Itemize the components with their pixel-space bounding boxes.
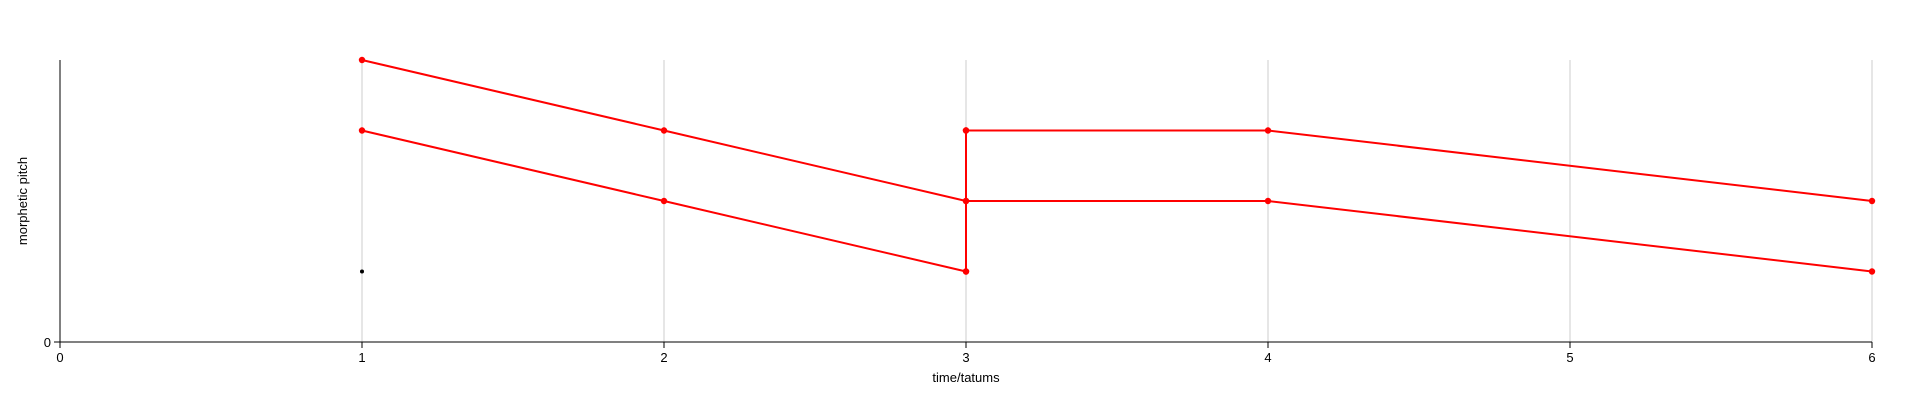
axis-ticks: 0 1 2 3 4 5 6 0 bbox=[44, 335, 1876, 365]
series-3-marker-1 bbox=[962, 268, 970, 275]
x-tick-label-0: 0 bbox=[56, 350, 63, 365]
series-layer bbox=[358, 56, 1876, 275]
series-1-marker-2 bbox=[660, 127, 668, 134]
series-4-marker-1 bbox=[962, 127, 970, 134]
x-tick-label-2: 2 bbox=[660, 350, 667, 365]
series-1-marker-1 bbox=[358, 56, 366, 64]
x-tick-label-4: 4 bbox=[1264, 350, 1271, 365]
y-tick-label-0: 0 bbox=[44, 335, 51, 350]
x-axis-label: time/tatums bbox=[932, 370, 1000, 385]
x-tick-label-1: 1 bbox=[358, 350, 365, 365]
series-2-marker-2 bbox=[660, 197, 668, 205]
y-axis-label: morphetic pitch bbox=[15, 157, 30, 245]
x-tick-label-3: 3 bbox=[962, 350, 969, 365]
series-line-5 bbox=[966, 200, 1873, 273]
x-tick-label-6: 6 bbox=[1868, 350, 1875, 365]
series-2-marker-1 bbox=[358, 127, 366, 134]
series-5-marker-1 bbox=[962, 197, 970, 205]
series-5-marker-3 bbox=[1868, 268, 1876, 275]
series-4-marker-2 bbox=[1264, 127, 1272, 134]
series-line-4 bbox=[966, 129, 1873, 202]
data-point-1 bbox=[360, 269, 364, 274]
series-4-marker-3 bbox=[1868, 197, 1876, 205]
x-tick-label-5: 5 bbox=[1566, 350, 1573, 365]
series-5-marker-2 bbox=[1264, 197, 1272, 205]
points-layer bbox=[360, 269, 364, 274]
